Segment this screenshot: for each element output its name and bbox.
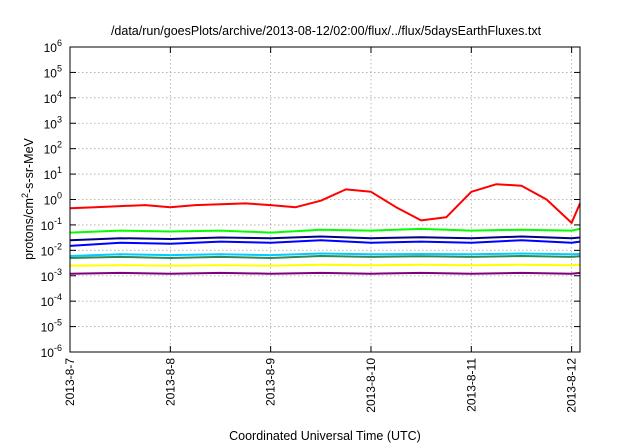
y-tick-label: 10-3 xyxy=(41,267,62,284)
y-axis-ticks: 106 105 104 103 102 101 100 10-1 10-2 10-3 10-4 10-… xyxy=(41,38,580,360)
x-tick-label: 2013-8-9 xyxy=(264,358,278,406)
y-axis-label-sup: 2 xyxy=(20,193,30,198)
y-tick-label: 102 xyxy=(44,140,62,157)
y-tick-label: 104 xyxy=(44,89,62,106)
series-line-4 xyxy=(69,235,581,242)
chart-title: /data/run/goesPlots/archive/2013-08-12/0… xyxy=(111,24,542,38)
x-tick-label: 2013-8-7 xyxy=(63,358,77,406)
x-tick-label: 2013-8-11 xyxy=(464,358,478,412)
series-line-7 xyxy=(69,263,581,267)
series-line-6 xyxy=(69,255,581,259)
y-tick-label: 103 xyxy=(44,114,62,131)
y-tick-label: 10-5 xyxy=(41,318,62,335)
y-tick-label: 10-4 xyxy=(41,292,62,309)
x-axis-label: Coordinated Universal Time (UTC) xyxy=(229,429,421,443)
x-axis-ticks: 2013-8-7 2013-8-8 2013-8-9 2013-8-10 2013-8-… xyxy=(63,47,579,413)
series-line-1 xyxy=(69,183,581,224)
y-tick-label: 105 xyxy=(44,63,62,80)
y-axis-label-rest: -s-sr-MeV xyxy=(22,137,36,193)
series-line-8 xyxy=(69,271,581,275)
y-tick-label: 10-1 xyxy=(41,216,62,233)
y-axis-label: protons/cm2-s-sr-MeV xyxy=(20,137,36,259)
grid xyxy=(70,47,580,352)
y-axis-label-base: protons/cm xyxy=(22,198,36,260)
x-tick-label: 2013-8-8 xyxy=(163,358,177,406)
y-tick-label: 100 xyxy=(44,191,62,208)
series-line-3 xyxy=(69,239,581,247)
series-layer xyxy=(69,183,581,275)
y-tick-label: 106 xyxy=(44,38,62,55)
series-line-5 xyxy=(69,252,581,257)
y-tick-label: 10-6 xyxy=(41,343,62,360)
x-tick-label: 2013-8-12 xyxy=(565,358,579,413)
x-tick-label: 2013-8-10 xyxy=(364,358,378,413)
y-tick-label: 101 xyxy=(44,165,62,182)
series-line-2 xyxy=(69,227,581,234)
y-tick-label: 10-2 xyxy=(41,241,62,258)
